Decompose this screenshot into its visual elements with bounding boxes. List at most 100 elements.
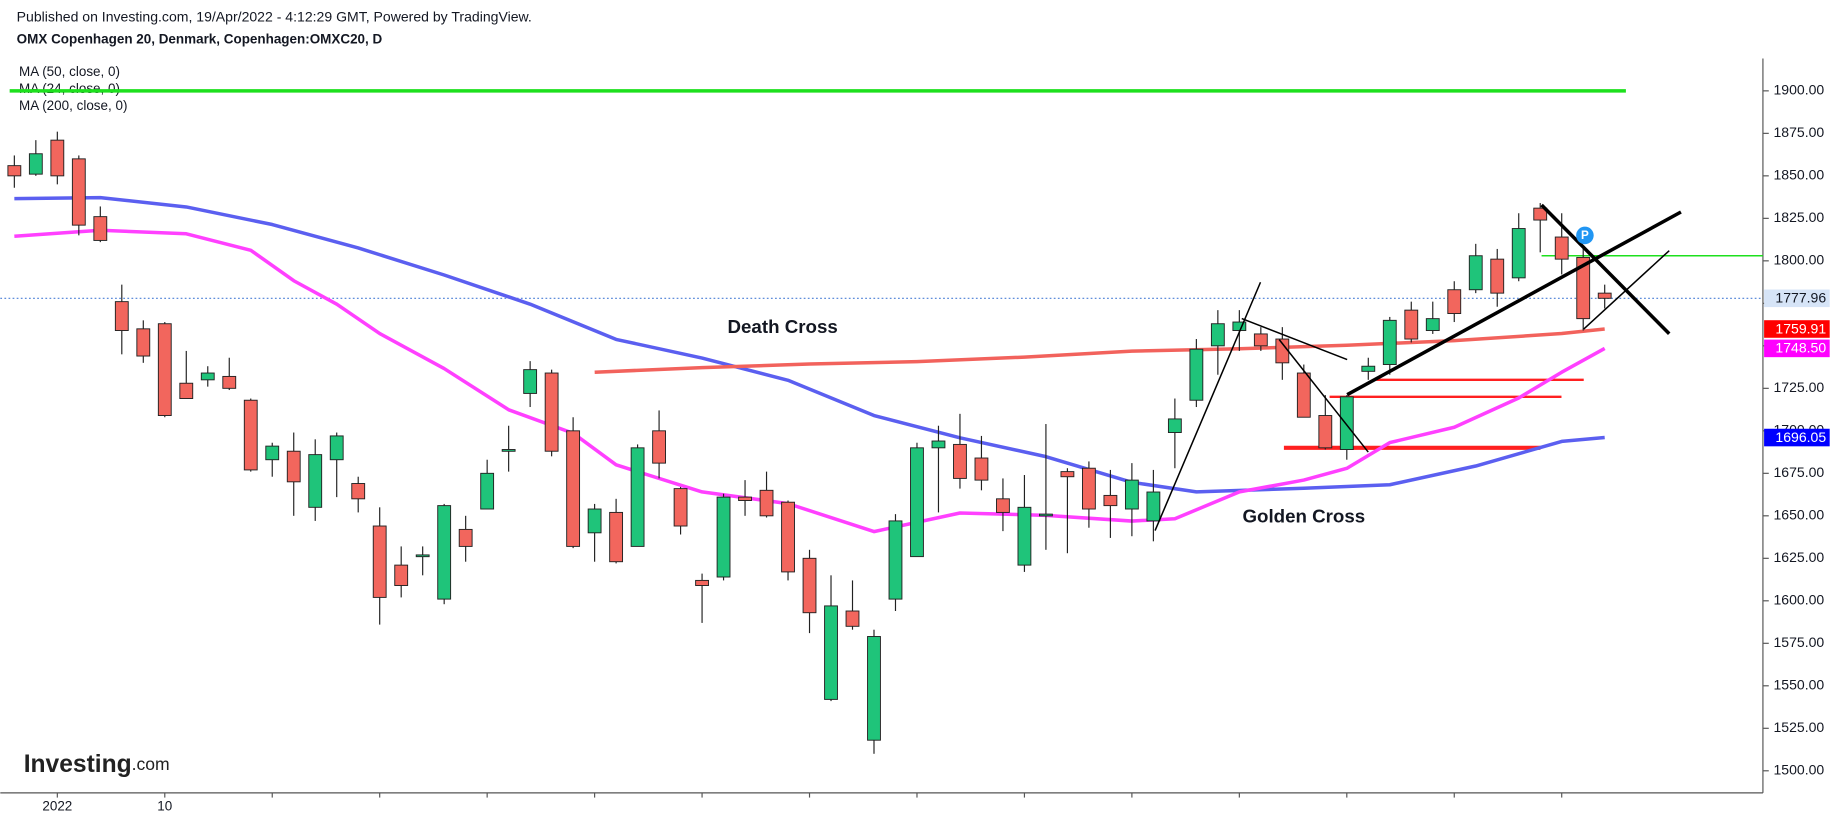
trend-line [1540,203,1671,336]
trend-line [1346,210,1682,397]
candle-body [1039,513,1053,517]
candle-body [910,447,924,558]
candle-body [351,483,366,500]
trend-line [1154,281,1262,531]
logo-name: Investing [24,750,132,777]
candle-body [824,605,838,700]
y-tick-label: 1500.00 [1773,762,1824,778]
y-tick-label: 1675.00 [1773,464,1824,480]
price-label-box [1764,289,1830,308]
y-tick-label: 1900.00 [1773,82,1824,98]
price-label-box [1764,428,1830,447]
candle-body [243,399,258,471]
candle-body [1425,318,1440,332]
candle-body [50,139,65,177]
candle-body [1382,319,1397,365]
candle-body [566,430,581,547]
candle-body [71,158,86,226]
candle-body [458,528,473,547]
candle-body [286,450,301,483]
candle-body [1146,491,1161,522]
candle-body [114,301,129,332]
y-tick-label: 1625.00 [1773,549,1824,565]
annotation: Death Cross [728,316,838,337]
moving-average-line [14,228,1606,534]
moving-average-line [594,327,1605,374]
candle-body [1167,418,1182,433]
candle-body [1210,323,1225,347]
y-tick-label: 1800.00 [1773,252,1824,268]
annotation: Golden Cross [1242,506,1365,527]
y-tick-label: 1525.00 [1773,719,1824,735]
candle-body [996,498,1010,513]
candle-body [1468,255,1483,291]
candle-body [1554,236,1569,260]
candle-body [437,505,452,600]
candle-body [630,447,645,547]
candle-body [7,165,22,177]
candle-body [93,216,108,241]
trend-lines [1154,203,1682,531]
candle-body [1576,256,1591,320]
candle-body [415,554,430,558]
candle-body [931,440,946,449]
y-tick-label: 1600.00 [1773,592,1824,608]
candle-body [28,153,43,175]
candle-body [523,369,538,394]
trend-line [1241,317,1348,361]
x-tick-label: 2022 [42,799,72,814]
candle-body [759,489,774,517]
marker-badge [1576,226,1594,245]
candle-body [480,472,495,510]
candle-body [1060,471,1075,478]
candle-body [1189,348,1204,401]
candle-body [845,610,860,627]
candle-body [179,382,194,399]
y-tick-label: 1725.00 [1773,379,1824,395]
candle-body [1511,228,1526,279]
y-tick-label: 1875.00 [1773,124,1824,140]
y-tick-label: 1850.00 [1773,167,1824,183]
legend-entry: MA (50, close, 0) [19,64,120,79]
candle-body [1339,396,1354,450]
y-tick-label: 1650.00 [1773,507,1824,523]
candle-body [1597,292,1612,299]
candle-body [265,445,280,461]
logo-suffix: .com [132,753,170,773]
candle-body [587,508,602,534]
candle-body [1253,333,1268,347]
candle-body [1124,479,1139,510]
y-tick-label: 1825.00 [1773,209,1824,225]
candle-body [974,457,989,481]
candle-body [1533,207,1548,221]
price-label-box [1764,320,1830,338]
candle-body [609,511,624,563]
logo: Investing.com [24,750,170,777]
price-label-box [1764,339,1830,358]
trend-line [1583,250,1670,330]
candle-body [781,501,795,573]
y-tick-label: 1575.00 [1773,634,1824,650]
price-label: 1748.50 [1775,340,1826,356]
candle-body [222,375,237,389]
candle-body [1318,415,1333,449]
candle-body [888,520,903,600]
candle-body [1296,372,1311,418]
candle-body [1404,309,1419,340]
candle-body [1490,258,1505,294]
candle-body [501,449,516,452]
candle-body [1447,289,1462,315]
price-label: 1759.91 [1775,320,1826,336]
candle-body [738,496,752,501]
x-tick-label: 10 [157,799,172,814]
candle-body [695,579,709,586]
candle-body [329,435,344,461]
candle-body [1017,506,1032,566]
legend-entry: MA (24, close, 0) [19,81,120,96]
candle-body [308,454,323,508]
candle-body [652,430,666,464]
candle-body [394,564,409,586]
